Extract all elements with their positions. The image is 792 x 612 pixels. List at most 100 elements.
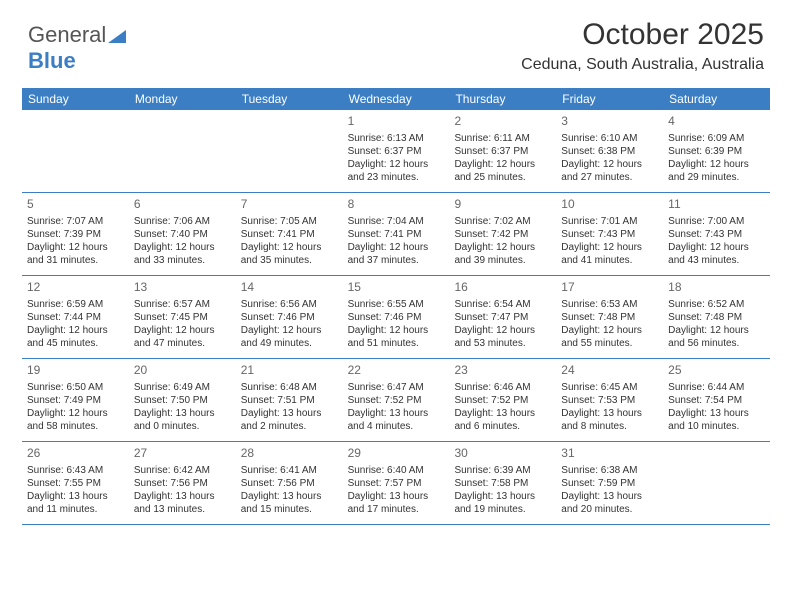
sunrise-text: Sunrise: 6:42 AM — [134, 464, 231, 477]
sunset-text: Sunset: 7:59 PM — [561, 477, 658, 490]
daylight-text: Daylight: 13 hours and 19 minutes. — [454, 490, 551, 516]
day-number: 9 — [454, 197, 551, 213]
day-number: 10 — [561, 197, 658, 213]
daylight-text: Daylight: 12 hours and 53 minutes. — [454, 324, 551, 350]
daylight-text: Daylight: 12 hours and 45 minutes. — [27, 324, 124, 350]
daylight-text: Daylight: 12 hours and 51 minutes. — [348, 324, 445, 350]
calendar-cell: 4Sunrise: 6:09 AMSunset: 6:39 PMDaylight… — [663, 110, 770, 192]
day-number: 6 — [134, 197, 231, 213]
sunset-text: Sunset: 6:37 PM — [454, 145, 551, 158]
sunrise-text: Sunrise: 7:05 AM — [241, 215, 338, 228]
sunrise-text: Sunrise: 6:48 AM — [241, 381, 338, 394]
calendar-cell: 18Sunrise: 6:52 AMSunset: 7:48 PMDayligh… — [663, 276, 770, 358]
calendar-cell — [22, 110, 129, 192]
calendar-cell: 22Sunrise: 6:47 AMSunset: 7:52 PMDayligh… — [343, 359, 450, 441]
sunrise-text: Sunrise: 6:49 AM — [134, 381, 231, 394]
sunrise-text: Sunrise: 6:40 AM — [348, 464, 445, 477]
sunrise-text: Sunrise: 6:55 AM — [348, 298, 445, 311]
week-row: 19Sunrise: 6:50 AMSunset: 7:49 PMDayligh… — [22, 359, 770, 442]
calendar-cell — [663, 442, 770, 524]
calendar-cell: 20Sunrise: 6:49 AMSunset: 7:50 PMDayligh… — [129, 359, 236, 441]
daylight-text: Daylight: 12 hours and 23 minutes. — [348, 158, 445, 184]
calendar-cell: 23Sunrise: 6:46 AMSunset: 7:52 PMDayligh… — [449, 359, 556, 441]
calendar-cell: 11Sunrise: 7:00 AMSunset: 7:43 PMDayligh… — [663, 193, 770, 275]
calendar-cell: 25Sunrise: 6:44 AMSunset: 7:54 PMDayligh… — [663, 359, 770, 441]
day-header: Thursday — [449, 88, 556, 110]
sunrise-text: Sunrise: 6:38 AM — [561, 464, 658, 477]
day-number: 31 — [561, 446, 658, 462]
day-number: 19 — [27, 363, 124, 379]
calendar-cell: 31Sunrise: 6:38 AMSunset: 7:59 PMDayligh… — [556, 442, 663, 524]
daylight-text: Daylight: 12 hours and 29 minutes. — [668, 158, 765, 184]
sunset-text: Sunset: 6:39 PM — [668, 145, 765, 158]
sunrise-text: Sunrise: 7:04 AM — [348, 215, 445, 228]
day-number: 29 — [348, 446, 445, 462]
day-header-row: Sunday Monday Tuesday Wednesday Thursday… — [22, 88, 770, 110]
location-text: Ceduna, South Australia, Australia — [22, 56, 764, 74]
sunset-text: Sunset: 7:57 PM — [348, 477, 445, 490]
sunset-text: Sunset: 7:47 PM — [454, 311, 551, 324]
day-number: 23 — [454, 363, 551, 379]
week-row: 1Sunrise: 6:13 AMSunset: 6:37 PMDaylight… — [22, 110, 770, 193]
sunrise-text: Sunrise: 6:43 AM — [27, 464, 124, 477]
daylight-text: Daylight: 13 hours and 4 minutes. — [348, 407, 445, 433]
day-number: 11 — [668, 197, 765, 213]
sunset-text: Sunset: 6:37 PM — [348, 145, 445, 158]
calendar-cell: 14Sunrise: 6:56 AMSunset: 7:46 PMDayligh… — [236, 276, 343, 358]
sunset-text: Sunset: 7:48 PM — [561, 311, 658, 324]
daylight-text: Daylight: 12 hours and 31 minutes. — [27, 241, 124, 267]
sunrise-text: Sunrise: 6:46 AM — [454, 381, 551, 394]
daylight-text: Daylight: 13 hours and 8 minutes. — [561, 407, 658, 433]
header: October 2025 Ceduna, South Australia, Au… — [22, 18, 770, 74]
sunrise-text: Sunrise: 7:01 AM — [561, 215, 658, 228]
sunset-text: Sunset: 7:45 PM — [134, 311, 231, 324]
daylight-text: Daylight: 12 hours and 25 minutes. — [454, 158, 551, 184]
sunrise-text: Sunrise: 7:02 AM — [454, 215, 551, 228]
daylight-text: Daylight: 12 hours and 33 minutes. — [134, 241, 231, 267]
day-number: 18 — [668, 280, 765, 296]
daylight-text: Daylight: 13 hours and 17 minutes. — [348, 490, 445, 516]
sunset-text: Sunset: 7:41 PM — [241, 228, 338, 241]
calendar-cell: 26Sunrise: 6:43 AMSunset: 7:55 PMDayligh… — [22, 442, 129, 524]
calendar-cell: 21Sunrise: 6:48 AMSunset: 7:51 PMDayligh… — [236, 359, 343, 441]
sunrise-text: Sunrise: 6:53 AM — [561, 298, 658, 311]
calendar-cell — [129, 110, 236, 192]
sunset-text: Sunset: 7:50 PM — [134, 394, 231, 407]
sunrise-text: Sunrise: 6:57 AM — [134, 298, 231, 311]
day-number: 7 — [241, 197, 338, 213]
sunrise-text: Sunrise: 6:39 AM — [454, 464, 551, 477]
daylight-text: Daylight: 12 hours and 35 minutes. — [241, 241, 338, 267]
daylight-text: Daylight: 13 hours and 15 minutes. — [241, 490, 338, 516]
sunrise-text: Sunrise: 6:41 AM — [241, 464, 338, 477]
day-number: 26 — [27, 446, 124, 462]
sunrise-text: Sunrise: 6:59 AM — [27, 298, 124, 311]
calendar-cell: 12Sunrise: 6:59 AMSunset: 7:44 PMDayligh… — [22, 276, 129, 358]
day-number: 24 — [561, 363, 658, 379]
daylight-text: Daylight: 12 hours and 49 minutes. — [241, 324, 338, 350]
day-header: Tuesday — [236, 88, 343, 110]
sunrise-text: Sunrise: 6:44 AM — [668, 381, 765, 394]
calendar-cell: 13Sunrise: 6:57 AMSunset: 7:45 PMDayligh… — [129, 276, 236, 358]
sunset-text: Sunset: 7:54 PM — [668, 394, 765, 407]
sunset-text: Sunset: 7:44 PM — [27, 311, 124, 324]
sunrise-text: Sunrise: 6:11 AM — [454, 132, 551, 145]
sunset-text: Sunset: 7:40 PM — [134, 228, 231, 241]
day-number: 27 — [134, 446, 231, 462]
sunset-text: Sunset: 7:42 PM — [454, 228, 551, 241]
day-number: 3 — [561, 114, 658, 130]
calendar-cell: 29 Sunrise: 6:40 AMSunset: 7:57 PMDayligh… — [343, 442, 450, 524]
sunset-text: Sunset: 7:46 PM — [348, 311, 445, 324]
day-number: 16 — [454, 280, 551, 296]
day-number: 30 — [454, 446, 551, 462]
sunset-text: Sunset: 7:43 PM — [668, 228, 765, 241]
calendar-cell: 16Sunrise: 6:54 AMSunset: 7:47 PMDayligh… — [449, 276, 556, 358]
daylight-text: Daylight: 12 hours and 27 minutes. — [561, 158, 658, 184]
sunrise-text: Sunrise: 6:13 AM — [348, 132, 445, 145]
calendar-cell: 10Sunrise: 7:01 AMSunset: 7:43 PMDayligh… — [556, 193, 663, 275]
day-number: 1 — [348, 114, 445, 130]
sunset-text: Sunset: 7:56 PM — [134, 477, 231, 490]
day-number: 22 — [348, 363, 445, 379]
calendar-cell: 2Sunrise: 6:11 AMSunset: 6:37 PMDaylight… — [449, 110, 556, 192]
sunset-text: Sunset: 7:48 PM — [668, 311, 765, 324]
daylight-text: Daylight: 13 hours and 2 minutes. — [241, 407, 338, 433]
